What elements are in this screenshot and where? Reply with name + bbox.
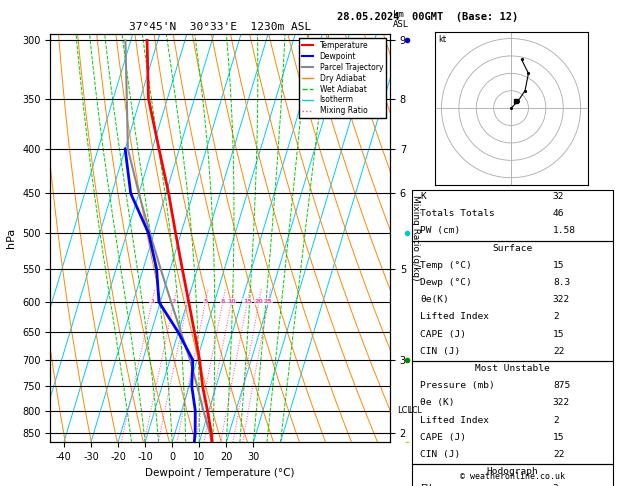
Text: Most Unstable: Most Unstable: [476, 364, 550, 373]
Text: 2: 2: [553, 416, 559, 425]
Text: 5: 5: [203, 299, 208, 304]
Text: Lifted Index: Lifted Index: [420, 312, 489, 321]
Text: PW (cm): PW (cm): [420, 226, 460, 236]
Y-axis label: hPa: hPa: [6, 228, 16, 248]
Text: © weatheronline.co.uk: © weatheronline.co.uk: [460, 472, 565, 481]
Text: Temp (°C): Temp (°C): [420, 261, 472, 270]
Text: 875: 875: [553, 381, 570, 390]
Text: 15: 15: [553, 433, 564, 442]
Text: K: K: [420, 192, 426, 201]
Text: 1: 1: [150, 299, 154, 304]
Text: 32: 32: [553, 192, 564, 201]
Text: EH: EH: [420, 484, 431, 486]
Text: 2: 2: [172, 299, 176, 304]
Text: Lifted Index: Lifted Index: [420, 416, 489, 425]
Text: 8: 8: [221, 299, 225, 304]
Text: 1.58: 1.58: [553, 226, 576, 236]
Text: 22: 22: [553, 347, 564, 356]
Title: 37°45'N  30°33'E  1230m ASL: 37°45'N 30°33'E 1230m ASL: [129, 22, 311, 32]
Text: 322: 322: [553, 295, 570, 304]
Text: CAPE (J): CAPE (J): [420, 330, 466, 339]
Text: Surface: Surface: [493, 243, 533, 253]
Text: LCL: LCL: [397, 406, 412, 415]
Text: 8.3: 8.3: [553, 278, 570, 287]
Text: Totals Totals: Totals Totals: [420, 209, 495, 218]
Text: 322: 322: [553, 399, 570, 407]
Text: 46: 46: [553, 209, 564, 218]
Text: CAPE (J): CAPE (J): [420, 433, 466, 442]
Text: 3: 3: [553, 484, 559, 486]
Text: 15: 15: [553, 330, 564, 339]
Text: 15: 15: [243, 299, 252, 304]
Text: 22: 22: [553, 450, 564, 459]
Text: Dewp (°C): Dewp (°C): [420, 278, 472, 287]
Text: kt: kt: [438, 35, 446, 44]
Text: km
ASL: km ASL: [393, 10, 409, 29]
Text: θe(K): θe(K): [420, 295, 449, 304]
Text: 25: 25: [264, 299, 273, 304]
Text: 3: 3: [186, 299, 190, 304]
Text: Pressure (mb): Pressure (mb): [420, 381, 495, 390]
Text: 28.05.2024  00GMT  (Base: 12): 28.05.2024 00GMT (Base: 12): [337, 12, 518, 22]
Legend: Temperature, Dewpoint, Parcel Trajectory, Dry Adiabat, Wet Adiabat, Isotherm, Mi: Temperature, Dewpoint, Parcel Trajectory…: [299, 38, 386, 119]
Text: 10: 10: [227, 299, 236, 304]
Text: θe (K): θe (K): [420, 399, 455, 407]
Y-axis label: Mixing Ratio (g/kg): Mixing Ratio (g/kg): [411, 195, 420, 281]
Text: CIN (J): CIN (J): [420, 347, 460, 356]
X-axis label: Dewpoint / Temperature (°C): Dewpoint / Temperature (°C): [145, 468, 295, 478]
Text: 15: 15: [553, 261, 564, 270]
Text: Hodograph: Hodograph: [487, 467, 538, 476]
Text: CIN (J): CIN (J): [420, 450, 460, 459]
Text: 2: 2: [553, 312, 559, 321]
Text: LCL: LCL: [408, 406, 422, 415]
Text: 20: 20: [255, 299, 264, 304]
